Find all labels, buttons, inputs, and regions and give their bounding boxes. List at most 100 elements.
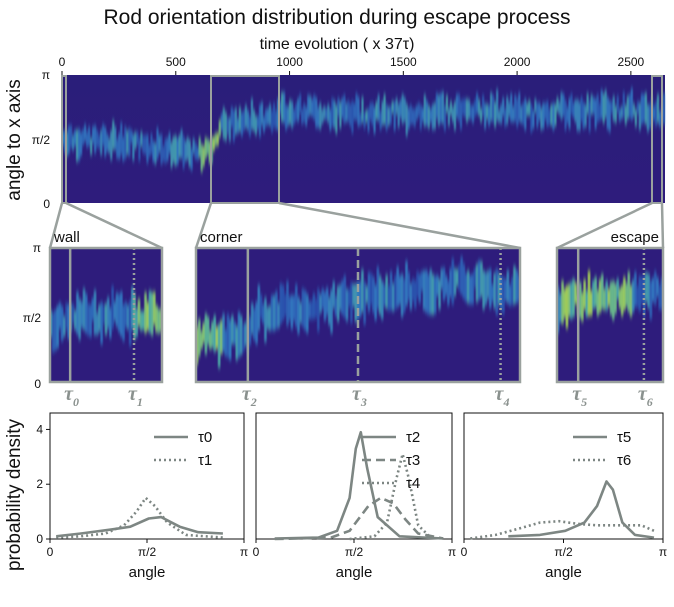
heatmap-cell [481, 95, 485, 117]
heatmap-cell [109, 307, 112, 339]
heatmap-cell [84, 293, 88, 334]
heatmap-cell [389, 271, 393, 311]
heatmap-cell [494, 101, 497, 128]
heatmap-cell [429, 108, 432, 123]
heatmap-cell [240, 112, 243, 137]
heatmap-cell [142, 310, 145, 331]
heatmap-cell [582, 102, 585, 129]
heatmap-cell [572, 102, 575, 118]
heatmap-cell [262, 116, 266, 133]
heatmap-cell [260, 102, 264, 126]
heatmap-cell [126, 130, 129, 155]
heatmap-cell [248, 317, 252, 345]
heatmap-cell [301, 288, 305, 327]
heatmap-cell [148, 144, 151, 157]
connector-wall-left [48, 202, 64, 249]
heatmap-cell [139, 310, 143, 331]
heatmap-cell [176, 138, 179, 165]
heatmap-cell [69, 125, 73, 148]
heatmap-cell [490, 92, 493, 121]
heatmap-cell [102, 304, 106, 325]
heatmap-cell [427, 274, 430, 315]
heatmap-cell [317, 107, 320, 128]
heatmap-cell [648, 104, 652, 129]
heatmap-cell [306, 294, 309, 333]
heatmap-cell [208, 141, 211, 164]
heatmap-cell [228, 319, 232, 360]
heatmap-cell [506, 96, 509, 125]
time-marker-label: τ1 [128, 383, 143, 409]
heatmap-cell [137, 298, 141, 327]
heatmap-cell [228, 117, 231, 142]
heatmap-cell [131, 286, 134, 330]
heatmap-cell [327, 104, 330, 123]
heatmap-cell [486, 103, 489, 120]
heatmap-cell [530, 103, 533, 133]
heatmap-cell [496, 89, 499, 121]
heatmap-cell [292, 295, 296, 321]
heatmap-cell [250, 303, 254, 335]
heatmap-cell [367, 108, 370, 133]
heatmap-cell [433, 275, 437, 314]
heatmap-cell [603, 288, 606, 310]
heatmap-cell [226, 314, 230, 358]
top-x-tick-label: 2000 [504, 55, 531, 69]
heatmap-cell [54, 309, 57, 351]
heatmap-cell [98, 304, 101, 332]
density-x-tick-zero: 0 [47, 545, 54, 559]
density-y-tick-label: 4 [36, 422, 43, 436]
heatmap-cell [128, 300, 132, 347]
heatmap-cell [98, 135, 101, 149]
heatmap-cell [345, 288, 349, 322]
heatmap-cell [253, 308, 256, 341]
heatmap-cell [465, 98, 469, 123]
heatmap-cell [104, 127, 107, 157]
heatmap-cell [206, 316, 210, 345]
heatmap-cell [616, 278, 620, 300]
heatmap-cell [371, 102, 374, 125]
heatmap-cell [65, 303, 68, 330]
heatmap-cell [363, 281, 366, 325]
heatmap-cell [419, 105, 422, 130]
heatmap-cell [512, 106, 515, 123]
heatmap-cell [630, 88, 633, 120]
heatmap-cell [457, 93, 461, 122]
heatmap-cell [330, 289, 333, 334]
heatmap-cell [491, 284, 494, 302]
heatmap-cell [514, 95, 517, 122]
heatmap-cell [596, 289, 600, 316]
heatmap-cell [469, 104, 473, 120]
heatmap-cell [467, 99, 471, 119]
heatmap-cell [500, 104, 503, 124]
heatmap-cell [425, 270, 428, 313]
heatmap-cell [612, 96, 615, 122]
heatmap-cell [358, 281, 362, 317]
heatmap-cell [257, 285, 261, 331]
heatmap-cell [204, 313, 208, 355]
heatmap-cell [499, 275, 503, 311]
heatmap-cell [387, 285, 391, 311]
heatmap-cell [61, 130, 65, 146]
heatmap-cell [592, 97, 595, 115]
heatmap-cell [310, 300, 314, 320]
heatmap-cell [332, 281, 336, 309]
heatmap-cell [421, 107, 424, 122]
heatmap-cell [560, 92, 563, 120]
heatmap-cell [124, 126, 127, 159]
heatmap-cell [628, 93, 631, 119]
heatmap-cell [184, 140, 187, 162]
heatmap-cell [578, 282, 582, 319]
heatmap-cell [598, 103, 601, 121]
heatmap-cell [436, 275, 439, 297]
heatmap-cell [128, 128, 131, 157]
heatmap-cell [84, 124, 87, 142]
zoom-panel-frame [555, 246, 665, 384]
heatmap-cell [391, 101, 394, 114]
heatmap-cell [420, 271, 424, 292]
heatmap-cell [627, 271, 631, 312]
density-series-line [349, 452, 432, 541]
heatmap-cell [414, 280, 417, 309]
heatmap-cell [226, 117, 229, 134]
heatmap-cell [609, 281, 613, 315]
heatmap-cell [515, 270, 518, 304]
